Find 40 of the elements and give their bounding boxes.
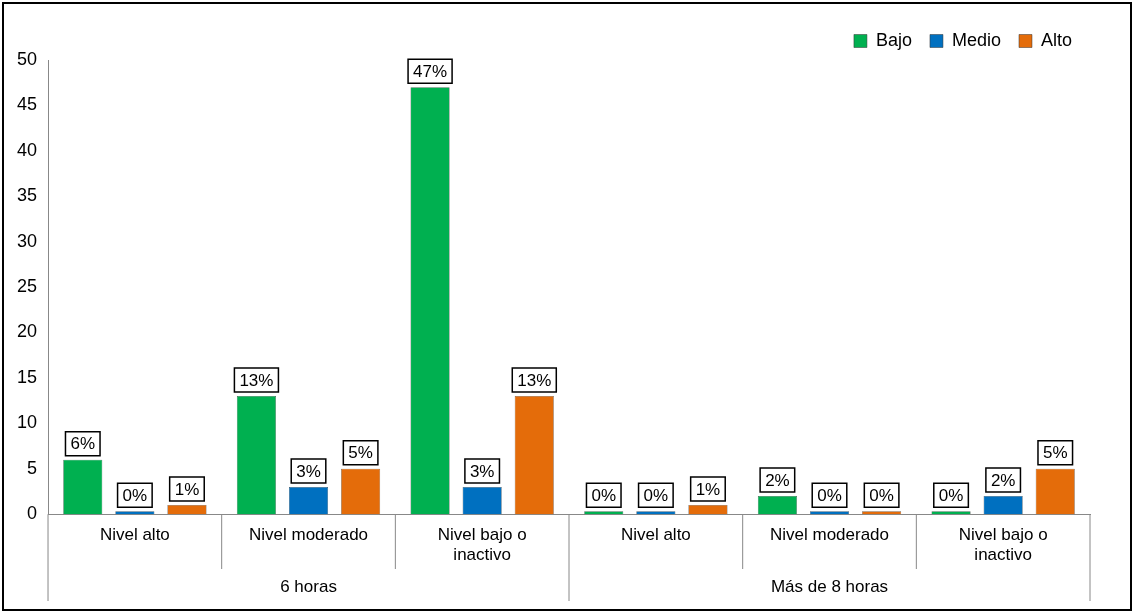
x-tick-label: Nivel moderado [769, 525, 890, 545]
y-tick-label: 40 [16, 139, 38, 160]
y-tick-label: 10 [16, 412, 38, 433]
data-label: 3% [296, 461, 321, 481]
y-tick-label: 0 [27, 503, 38, 524]
y-tick-label: 50 [16, 48, 38, 69]
y-tick-label: 5 [27, 457, 38, 478]
text: Más de 8 horas [770, 576, 889, 596]
x-tick-label: Nivel alto [99, 525, 170, 545]
y-tick-label: 45 [16, 94, 38, 115]
data-label: 1% [174, 479, 200, 499]
data-label: 13% [239, 370, 274, 390]
data-label: 2% [990, 470, 1016, 490]
data-label: 0% [817, 485, 842, 505]
y-tick-label: 30 [16, 230, 38, 251]
data-label: 3% [469, 461, 495, 481]
x-tick-label: Nivel bajo o inactivo [958, 525, 1048, 565]
data-label: 47% [413, 61, 448, 81]
y-tick-label: 15 [16, 366, 38, 387]
data-label: 1% [695, 479, 721, 499]
data-label: 5% [348, 443, 373, 463]
legend-label: Bajo [875, 29, 912, 50]
legend-label: Alto [1040, 29, 1073, 50]
y-tick-label: 35 [16, 185, 38, 206]
y-tick-label: 20 [16, 321, 38, 342]
data-label: 0% [122, 485, 148, 505]
data-label: 0% [643, 485, 669, 505]
data-label: 5% [1042, 443, 1068, 463]
x-tick-label: Nivel alto [620, 525, 691, 545]
data-label: 13% [517, 370, 552, 390]
data-label: 0% [869, 485, 894, 505]
y-tick-label: 25 [16, 276, 38, 297]
data-label: 0% [938, 485, 964, 505]
data-label: 6% [70, 434, 96, 454]
data-label: 2% [765, 470, 790, 490]
x-tick-label: Nivel moderado [248, 525, 369, 545]
data-label: 0% [591, 485, 617, 505]
legend-label: Medio [951, 29, 1001, 50]
x-tick-label: Nivel bajo o inactivo [437, 525, 527, 565]
text: 6 horas [280, 576, 337, 596]
